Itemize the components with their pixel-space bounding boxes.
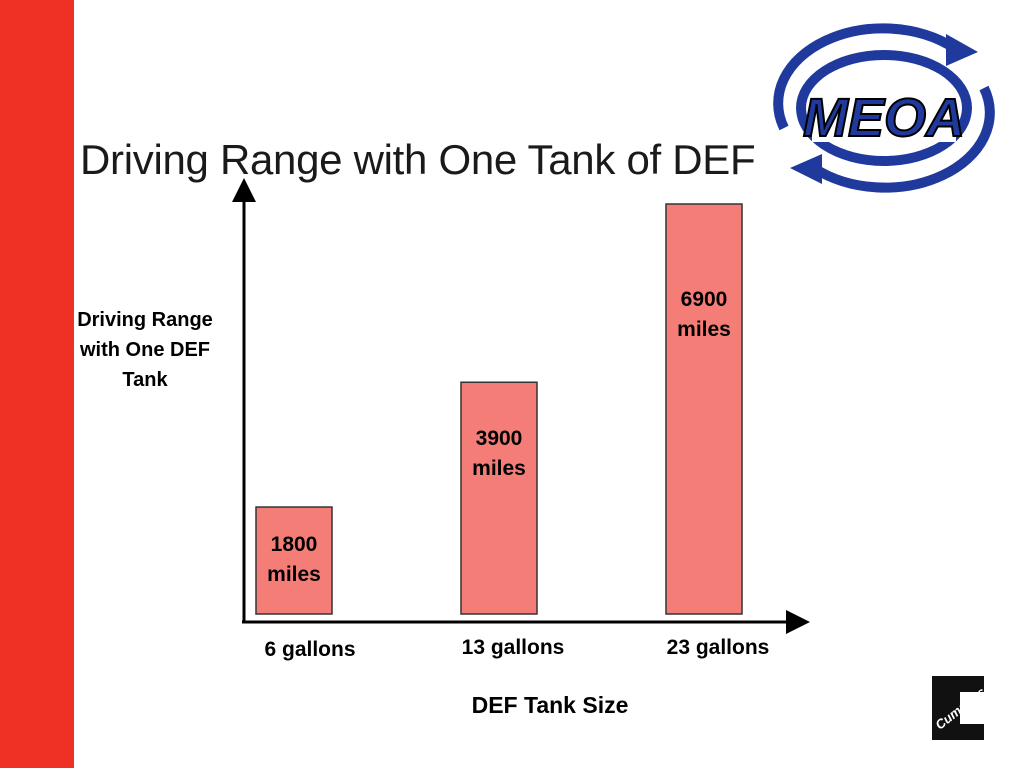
cummins-logo: Cummins xyxy=(932,676,988,740)
x-tick-label-3: 23 gallons xyxy=(667,636,770,659)
bar-3-data-label-line-2: miles xyxy=(677,318,731,341)
bar-1-data-label-line-2: miles xyxy=(267,563,321,586)
meoa-logo: MEOA xyxy=(773,23,995,193)
x-tick-label-1: 6 gallons xyxy=(264,638,355,661)
x-tick-label-2: 13 gallons xyxy=(462,636,565,659)
bar-2-data-label-line-2: miles xyxy=(472,457,526,480)
bar-1-data-label-line-1: 1800 xyxy=(271,533,318,556)
y-axis-label: Driving Range with One DEF Tank xyxy=(77,309,213,391)
bar-1 xyxy=(255,506,333,615)
x-axis-label: DEF Tank Size xyxy=(471,692,629,718)
slide-title: Driving Range with One Tank of DEF xyxy=(80,136,756,183)
meoa-logo-text: MEOA xyxy=(803,88,965,148)
accent-band xyxy=(0,0,74,768)
bar-3 xyxy=(665,203,743,615)
bar-3-data-label-line-1: 6900 xyxy=(681,288,728,311)
bar-2 xyxy=(460,381,538,615)
bar-2-data-label-line-1: 3900 xyxy=(476,427,523,450)
